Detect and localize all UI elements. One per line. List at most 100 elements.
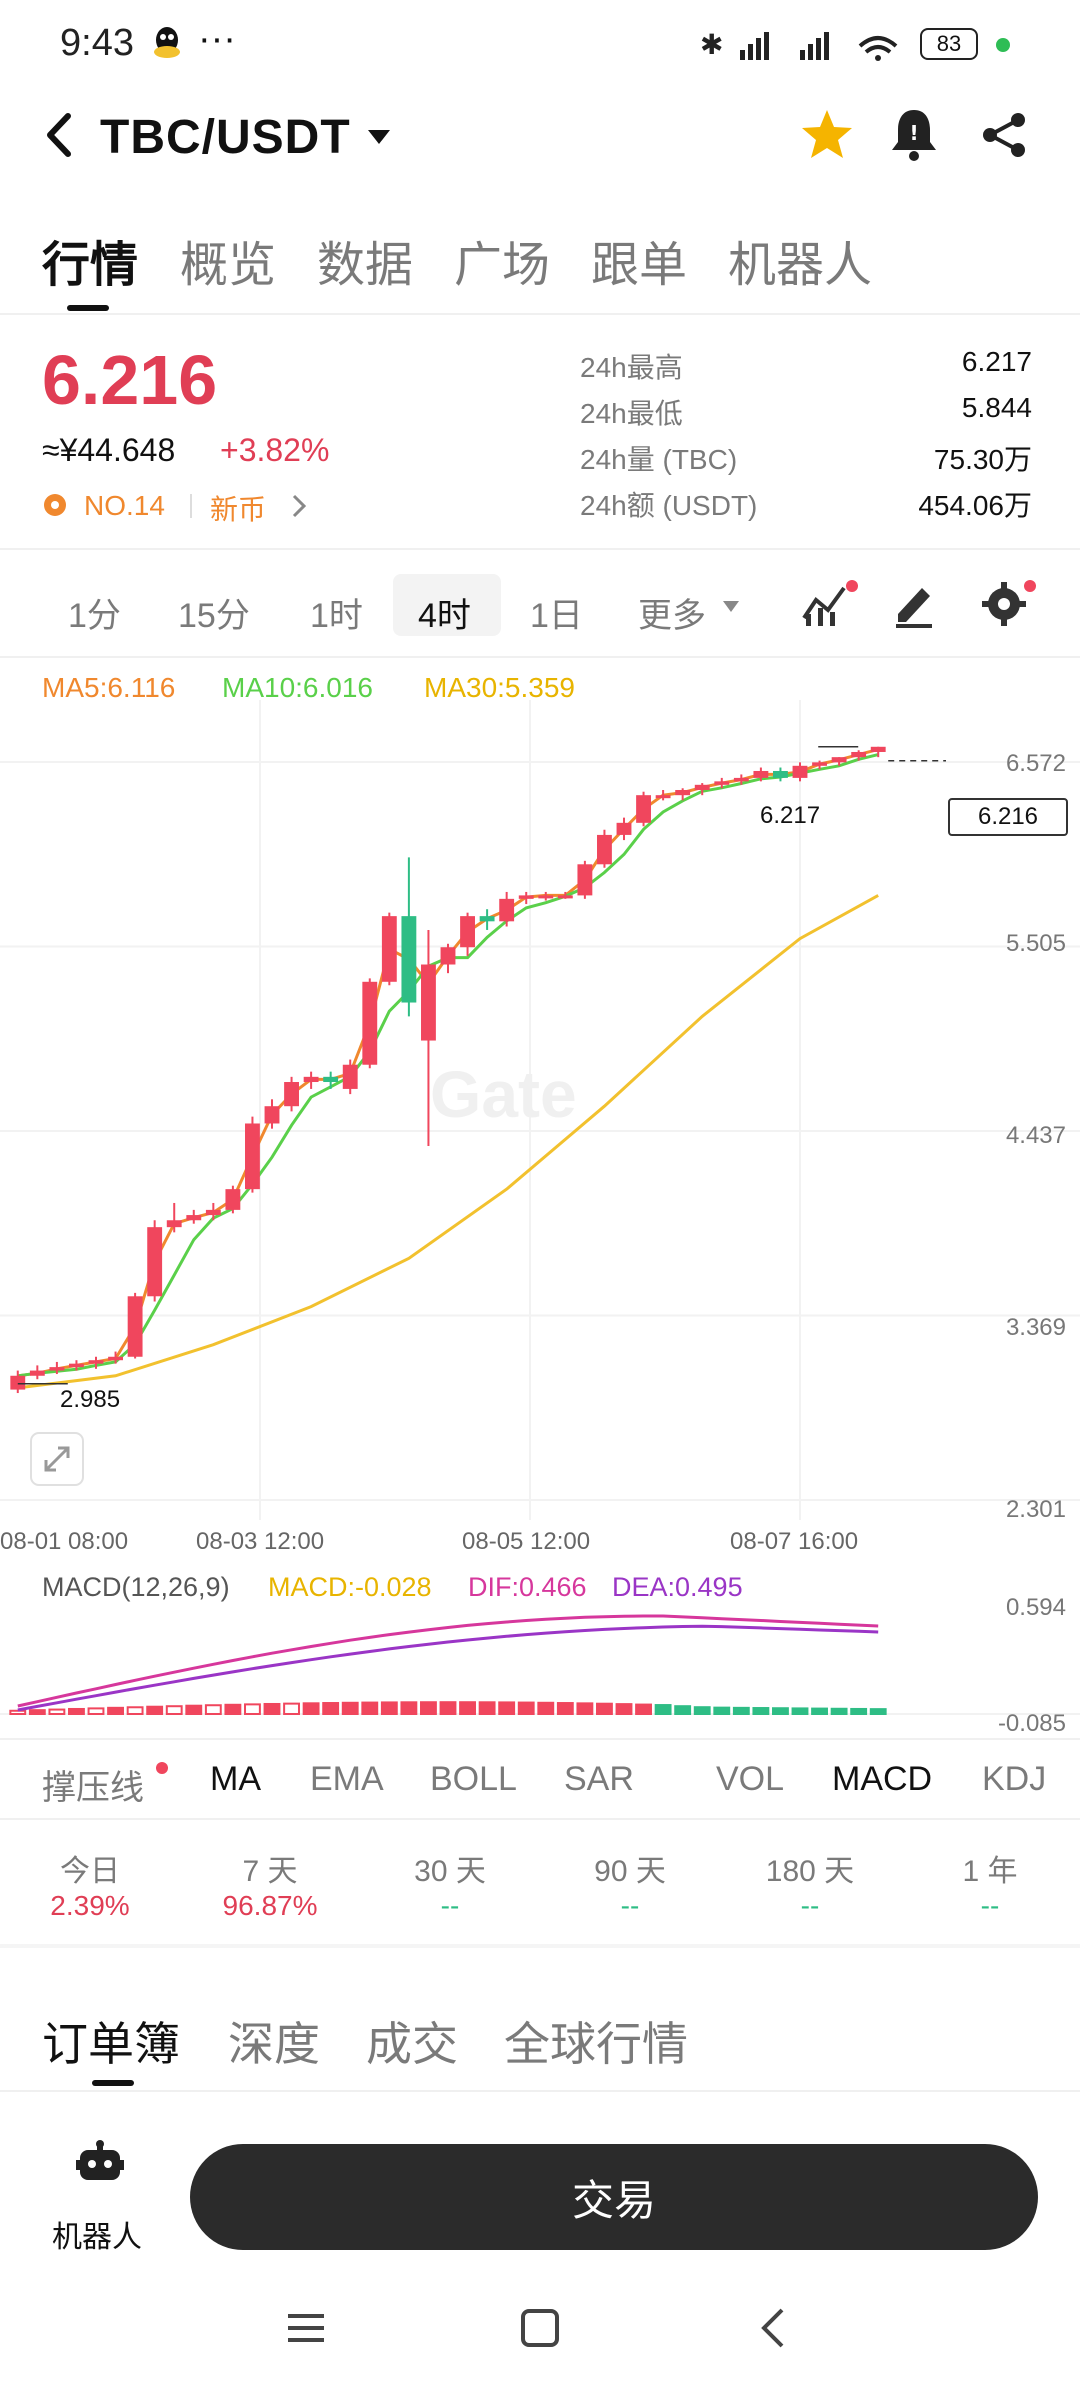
macd-bar — [830, 1707, 848, 1716]
price-alert-icon[interactable]: ! — [890, 106, 938, 162]
status-time: 9:43 — [60, 22, 134, 64]
x-tick: 08-05 12:00 — [462, 1528, 591, 1555]
macd-bar — [654, 1704, 672, 1716]
chevron-right-icon[interactable] — [290, 492, 308, 520]
macd-bar — [48, 1708, 66, 1715]
ma30-label: MA30:5.359 — [424, 672, 575, 703]
interval-1h[interactable]: 1时 — [310, 597, 363, 635]
robot-icon[interactable] — [76, 2140, 124, 2188]
period-label: 90 天 — [594, 1855, 666, 1888]
indicator-support-resistance[interactable]: 撑压线 — [42, 1769, 144, 1807]
indicator-boll[interactable]: BOLL — [430, 1760, 517, 1798]
macd-y-tick: 0.594 — [1005, 1594, 1066, 1621]
candle-body — [675, 789, 691, 796]
macd-bar — [713, 1706, 731, 1716]
home-icon[interactable] — [520, 2308, 560, 2348]
share-icon[interactable] — [980, 110, 1030, 160]
macd-bar — [185, 1704, 203, 1715]
candlestick-chart[interactable] — [0, 700, 1080, 1530]
candle-body — [49, 1367, 65, 1371]
back-icon[interactable] — [44, 112, 74, 158]
tab-copy-trading[interactable]: 跟单 — [591, 239, 688, 292]
candle-body — [714, 781, 730, 785]
candle-body — [362, 981, 378, 1065]
order-tab-underline — [92, 2080, 134, 2086]
ma5-label: MA5:6.116 — [42, 672, 176, 703]
price-change: +3.82% — [220, 432, 330, 468]
stat-value-low: 5.844 — [961, 392, 1032, 423]
candle-body — [264, 1106, 280, 1124]
indicator-ma[interactable]: MA — [210, 1760, 261, 1798]
macd-bar — [322, 1702, 340, 1716]
tab-square[interactable]: 广场 — [454, 239, 551, 292]
tab-data[interactable]: 数据 — [317, 239, 414, 292]
interval-more[interactable]: 更多 — [638, 597, 706, 635]
interval-1m[interactable]: 1分 — [68, 597, 121, 635]
x-tick: 08-07 16:00 — [730, 1528, 859, 1555]
period-value: 2.39% — [50, 1890, 130, 1921]
status-bar: 9:43 ··· ✱ 83 — [0, 0, 1080, 90]
macd-bar — [791, 1707, 809, 1715]
indicator-macd[interactable]: MACD — [832, 1760, 933, 1798]
tab-depth[interactable]: 深度 — [228, 2018, 320, 2070]
trade-button[interactable]: 交易 — [190, 2144, 1038, 2250]
tab-bots[interactable]: 机器人 — [728, 239, 873, 292]
macd-bar — [772, 1707, 789, 1715]
divider — [0, 1818, 1080, 1820]
stat-value-high: 6.217 — [961, 346, 1032, 377]
macd-chart[interactable] — [0, 1610, 1080, 1740]
indicator-ema[interactable]: EMA — [310, 1760, 384, 1798]
robot-label[interactable]: 机器人 — [52, 2221, 142, 2254]
candle-body — [88, 1360, 104, 1364]
candle-body — [499, 898, 515, 922]
macd-params: MACD(12,26,9) — [42, 1572, 230, 1602]
dif-line — [17, 1614, 879, 1708]
macd-bar — [732, 1706, 750, 1716]
qq-icon — [154, 27, 180, 58]
indicator-vol[interactable]: VOL — [716, 1760, 785, 1798]
tab-order-book[interactable]: 订单簿 — [42, 2018, 180, 2070]
indicator-kdj[interactable]: KDJ — [982, 1760, 1047, 1798]
stat-value-turnover: 454.06万 — [918, 490, 1032, 521]
interval-15m[interactable]: 15分 — [178, 597, 250, 635]
tab-trades[interactable]: 成交 — [366, 2018, 458, 2070]
macd-bar — [459, 1701, 476, 1716]
macd-bar — [498, 1701, 516, 1715]
candle-body — [342, 1064, 358, 1089]
interval-4h[interactable]: 4时 — [418, 597, 471, 635]
divider — [0, 1738, 1080, 1740]
macd-bar — [263, 1702, 281, 1715]
candle-body — [577, 864, 593, 896]
indicator-sar[interactable]: SAR — [564, 1760, 634, 1798]
y-tick: 6.572 — [1005, 750, 1066, 777]
tab-overview[interactable]: 概览 — [180, 239, 277, 292]
interval-1d[interactable]: 1日 — [530, 597, 583, 635]
menu-icon[interactable] — [286, 2310, 326, 2346]
macd-bar — [850, 1707, 868, 1716]
pair-title[interactable]: TBC/USDT — [100, 111, 351, 164]
macd-value: MACD:-0.028 — [268, 1572, 432, 1602]
indicator-icon[interactable] — [800, 578, 864, 630]
candle-body — [401, 916, 417, 1003]
candle-body — [870, 746, 886, 752]
new-coin-tag[interactable]: 新币 — [210, 494, 267, 525]
svg-text:✱: ✱ — [700, 28, 723, 61]
divider — [0, 313, 1080, 315]
macd-bar — [165, 1705, 183, 1716]
pair-dropdown-icon[interactable] — [366, 128, 392, 146]
macd-bar — [635, 1703, 652, 1715]
fullscreen-icon[interactable] — [30, 1432, 84, 1486]
candle-body — [812, 762, 827, 766]
rank-icon — [44, 494, 66, 516]
draw-tool-icon[interactable] — [892, 580, 936, 628]
back-nav-icon[interactable] — [758, 2306, 788, 2350]
more-dropdown-icon[interactable] — [722, 600, 740, 614]
period-label: 7 天 — [242, 1855, 298, 1888]
svg-text:!: ! — [909, 121, 918, 145]
macd-bar — [28, 1709, 46, 1716]
settings-icon[interactable] — [980, 576, 1040, 632]
macd-bar — [439, 1701, 457, 1715]
star-icon[interactable] — [800, 108, 854, 160]
tab-global-market[interactable]: 全球行情 — [504, 2018, 688, 2070]
tab-market[interactable]: 行情 — [42, 239, 139, 292]
